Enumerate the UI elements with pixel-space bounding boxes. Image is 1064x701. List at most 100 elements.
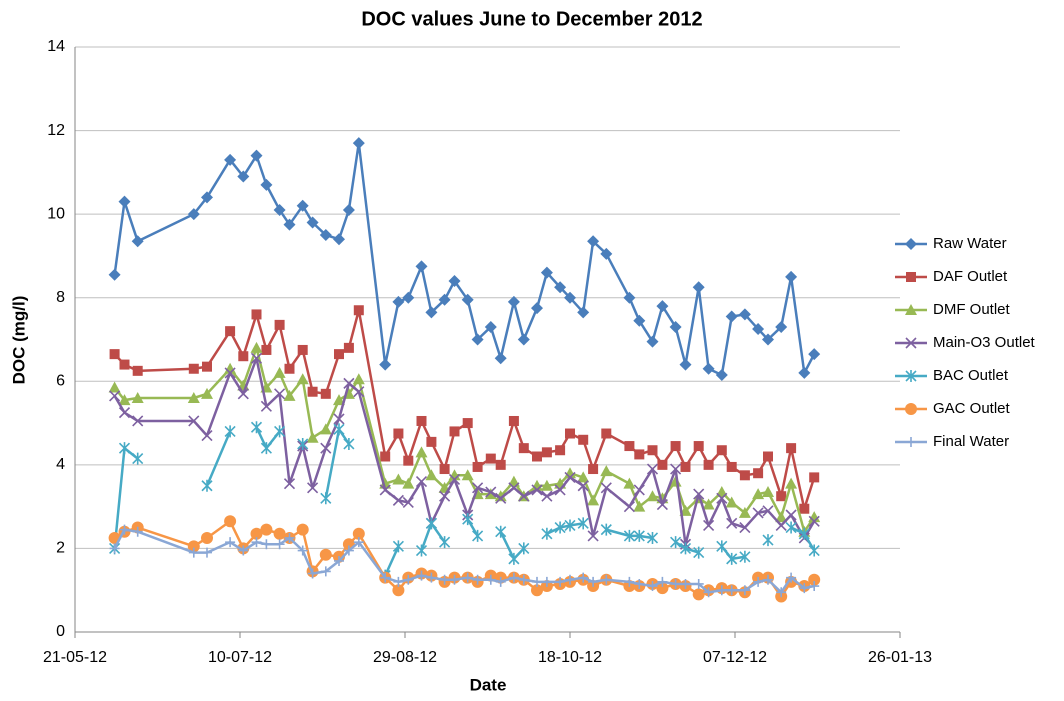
point bbox=[402, 496, 414, 509]
point bbox=[738, 308, 751, 321]
point bbox=[646, 463, 659, 475]
point bbox=[319, 229, 332, 242]
point bbox=[763, 574, 773, 585]
point bbox=[577, 306, 590, 319]
point bbox=[118, 195, 131, 208]
point bbox=[634, 578, 645, 589]
series-line bbox=[113, 141, 816, 377]
point bbox=[752, 488, 765, 500]
point bbox=[297, 545, 308, 556]
point bbox=[109, 390, 121, 402]
point bbox=[461, 293, 474, 306]
point bbox=[565, 428, 575, 439]
point bbox=[725, 496, 738, 508]
point bbox=[379, 484, 391, 496]
point bbox=[439, 536, 451, 549]
point bbox=[224, 425, 236, 438]
point bbox=[633, 484, 645, 496]
legend-label: Raw Water bbox=[933, 235, 1007, 252]
point bbox=[578, 572, 589, 583]
point bbox=[462, 513, 474, 526]
point bbox=[224, 515, 237, 528]
point bbox=[296, 373, 309, 385]
point bbox=[532, 451, 542, 462]
point bbox=[703, 459, 714, 470]
point bbox=[132, 365, 143, 376]
point bbox=[320, 442, 332, 454]
point bbox=[251, 309, 262, 320]
point bbox=[485, 453, 496, 464]
point bbox=[656, 300, 669, 313]
point bbox=[785, 270, 798, 283]
point bbox=[109, 349, 120, 360]
point bbox=[646, 490, 659, 502]
point bbox=[448, 473, 461, 486]
point bbox=[739, 585, 750, 596]
point bbox=[392, 473, 405, 485]
point bbox=[762, 333, 774, 346]
point bbox=[775, 519, 787, 532]
point bbox=[775, 320, 788, 333]
point bbox=[776, 587, 787, 598]
point bbox=[726, 517, 738, 529]
point bbox=[274, 425, 286, 438]
point bbox=[380, 572, 391, 583]
point bbox=[320, 492, 332, 505]
point bbox=[577, 480, 589, 492]
point bbox=[633, 500, 646, 512]
point bbox=[238, 351, 249, 362]
x-tick-label: 07-12-12 bbox=[703, 649, 767, 666]
point bbox=[274, 539, 285, 550]
point bbox=[343, 342, 354, 353]
point bbox=[808, 544, 820, 557]
point bbox=[319, 548, 332, 561]
point bbox=[508, 482, 520, 494]
x-tick-label: 21-05-12 bbox=[43, 649, 107, 666]
point bbox=[577, 517, 589, 530]
point bbox=[494, 352, 507, 365]
point bbox=[484, 320, 497, 333]
point bbox=[762, 486, 774, 498]
point bbox=[472, 461, 483, 472]
y-tick-label: 12 bbox=[47, 122, 65, 139]
point bbox=[693, 546, 705, 559]
point bbox=[693, 578, 704, 589]
y-tick-label: 0 bbox=[56, 623, 65, 640]
point bbox=[342, 203, 355, 216]
point bbox=[623, 529, 635, 542]
y-tick-label: 8 bbox=[56, 289, 65, 306]
point bbox=[905, 304, 917, 315]
point bbox=[656, 582, 669, 595]
point bbox=[623, 501, 635, 513]
point bbox=[726, 461, 737, 472]
point bbox=[284, 532, 295, 543]
point bbox=[297, 437, 309, 450]
point bbox=[776, 491, 787, 502]
point bbox=[352, 373, 365, 385]
point bbox=[739, 550, 751, 563]
point bbox=[353, 386, 365, 398]
point bbox=[808, 515, 820, 527]
point bbox=[725, 310, 738, 323]
point bbox=[785, 509, 797, 521]
point bbox=[188, 415, 200, 427]
point bbox=[587, 494, 600, 506]
point bbox=[786, 572, 797, 583]
point bbox=[237, 388, 249, 400]
point bbox=[283, 478, 296, 490]
point bbox=[518, 490, 530, 502]
point bbox=[343, 545, 354, 556]
point bbox=[554, 484, 566, 496]
point bbox=[588, 576, 599, 587]
legend-label: Main-O3 Outlet bbox=[933, 334, 1036, 351]
point bbox=[274, 319, 285, 330]
point bbox=[118, 394, 131, 406]
point bbox=[799, 583, 810, 594]
point bbox=[260, 400, 272, 412]
point bbox=[188, 547, 199, 558]
point bbox=[670, 463, 682, 475]
point bbox=[680, 461, 691, 472]
point bbox=[518, 574, 529, 585]
point bbox=[415, 476, 428, 488]
